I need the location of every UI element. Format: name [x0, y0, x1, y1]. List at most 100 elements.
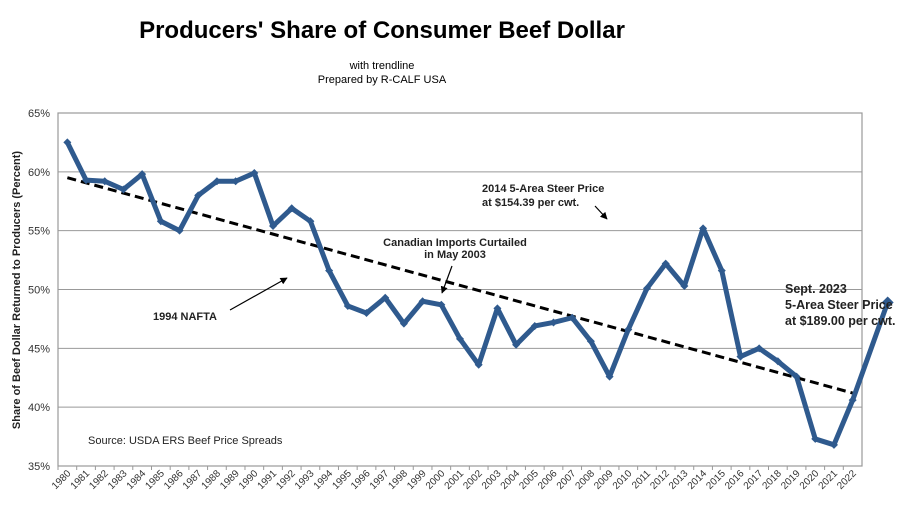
- data-point-2010: [624, 325, 633, 334]
- annotation-canada-1: Canadian Imports Curtailed: [383, 237, 527, 249]
- x-tick-label: 1989: [218, 468, 242, 492]
- chart-title: Producers' Share of Consumer Beef Dollar: [139, 17, 625, 44]
- data-point-2017: [755, 344, 764, 353]
- data-point-2005: [530, 321, 539, 330]
- y-tick-labels: 35% 40% 45% 50% 55% 60% 65%: [28, 108, 50, 473]
- x-tick-label: 2013: [667, 468, 691, 492]
- y-tick-label: 65%: [28, 108, 50, 120]
- x-tick-label: 1980: [50, 468, 74, 492]
- x-tick-label: 1984: [125, 468, 149, 492]
- data-point-1990: [250, 169, 259, 178]
- x-tick-label: 2002: [461, 468, 485, 492]
- data-point-2004: [512, 340, 521, 349]
- data-point-1987: [194, 191, 203, 200]
- data-point-2000: [437, 300, 446, 309]
- x-tick-label: 2014: [686, 468, 710, 492]
- y-tick-label: 45%: [28, 343, 50, 355]
- x-tick-label: 2020: [798, 468, 822, 492]
- data-point-2013: [680, 281, 689, 290]
- data-point-1983: [119, 185, 128, 194]
- data-point-1994: [325, 266, 334, 275]
- data-point-1999: [418, 297, 427, 306]
- x-tick-label: 1987: [181, 468, 205, 492]
- data-point-1985: [156, 217, 165, 226]
- data-point-1988: [212, 177, 221, 186]
- y-axis-label: Share of Beef Dollar Returned to Produce…: [11, 151, 23, 429]
- data-point-2003: [493, 304, 502, 313]
- data-point-1991: [269, 221, 278, 230]
- x-tick-label: 2018: [760, 468, 784, 492]
- data-point-2008: [586, 337, 595, 346]
- arrow-2014: [594, 205, 608, 220]
- data-point-1984: [138, 170, 147, 179]
- x-tick-label: 2017: [742, 468, 766, 492]
- annotation-2014-1: 2014 5-Area Steer Price: [482, 183, 604, 195]
- x-tick-label: 1997: [368, 468, 392, 492]
- y-tick-label: 60%: [28, 167, 50, 179]
- x-tick-label: 2007: [555, 468, 579, 492]
- x-tick-label: 1981: [69, 468, 93, 492]
- y-tick-label: 55%: [28, 226, 50, 238]
- chart-subtitle-1: with trendline: [349, 60, 415, 72]
- x-tick-label: 2010: [611, 468, 635, 492]
- x-tick-label: 2000: [424, 468, 448, 492]
- data-point-1981: [82, 176, 91, 185]
- data-point-1995: [343, 301, 352, 310]
- x-tick-label: 2022: [835, 468, 859, 492]
- data-point-2006: [549, 318, 558, 327]
- chart-subtitle-2: Prepared by R-CALF USA: [318, 74, 447, 86]
- data-point-1989: [231, 177, 240, 186]
- data-point-2002: [474, 360, 483, 369]
- plot-area: [57, 112, 863, 467]
- data-point-2001: [456, 334, 464, 343]
- trendline: [66, 176, 854, 395]
- x-tick-label: 1991: [256, 468, 280, 492]
- arrow-nafta: [229, 277, 288, 311]
- x-tick-label: 1990: [237, 468, 261, 492]
- annotation-sept2023-2: 5-Area Steer Price: [785, 298, 893, 312]
- x-tick-label: 1995: [330, 468, 354, 492]
- x-tick-label: 2009: [592, 468, 616, 492]
- x-tick-label: 2015: [704, 468, 728, 492]
- x-tick-label: 1982: [87, 468, 111, 492]
- x-tick-label: 1996: [349, 468, 373, 492]
- arrow-canada: [440, 265, 453, 294]
- y-tick-label: 35%: [28, 461, 50, 473]
- data-point-2009: [605, 372, 614, 381]
- x-tick-label: 2019: [779, 468, 803, 492]
- x-tick-label: 2006: [536, 468, 560, 492]
- data-point-1982: [100, 177, 109, 186]
- x-tick-label: 2021: [817, 468, 841, 492]
- data-point-1992: [287, 204, 296, 213]
- x-tick-label: 1986: [162, 468, 186, 492]
- data-point-2007: [568, 313, 577, 322]
- data-point-1996: [362, 309, 371, 318]
- x-tick-label: 1994: [312, 468, 336, 492]
- x-tick-label: 2008: [573, 468, 597, 492]
- data-point-2011: [642, 284, 651, 293]
- x-tick-label: 1999: [405, 468, 429, 492]
- annotation-2014-2: at $154.39 per cwt.: [482, 197, 579, 209]
- data-point-2018: [773, 357, 782, 366]
- data-point-1993: [306, 217, 315, 226]
- x-tick-label: 1983: [106, 468, 130, 492]
- data-point-2016: [736, 352, 745, 361]
- data-point-2022: [848, 396, 857, 405]
- x-tick-label: 1998: [387, 468, 411, 492]
- x-tick-label: 2016: [723, 468, 747, 492]
- annotation-sept2023-1: Sept. 2023: [785, 282, 847, 296]
- annotation-sept2023-3: at $189.00 per cwt.: [785, 314, 895, 328]
- x-tick-label: 2003: [480, 468, 504, 492]
- data-point-2020: [811, 434, 820, 443]
- x-tick-label: 1985: [143, 468, 167, 492]
- data-point-1986: [175, 226, 184, 235]
- annotation-canada-2: in May 2003: [424, 249, 486, 261]
- y-tick-label: 50%: [28, 285, 50, 297]
- data-point-2014: [699, 224, 708, 233]
- x-tick-label: 1993: [293, 468, 317, 492]
- series-line: [65, 141, 891, 448]
- x-tick-label: 2001: [443, 468, 467, 492]
- data-point-2015: [717, 266, 726, 275]
- source-note: Source: USDA ERS Beef Price Spreads: [88, 435, 283, 447]
- data-point-2021: [829, 440, 838, 449]
